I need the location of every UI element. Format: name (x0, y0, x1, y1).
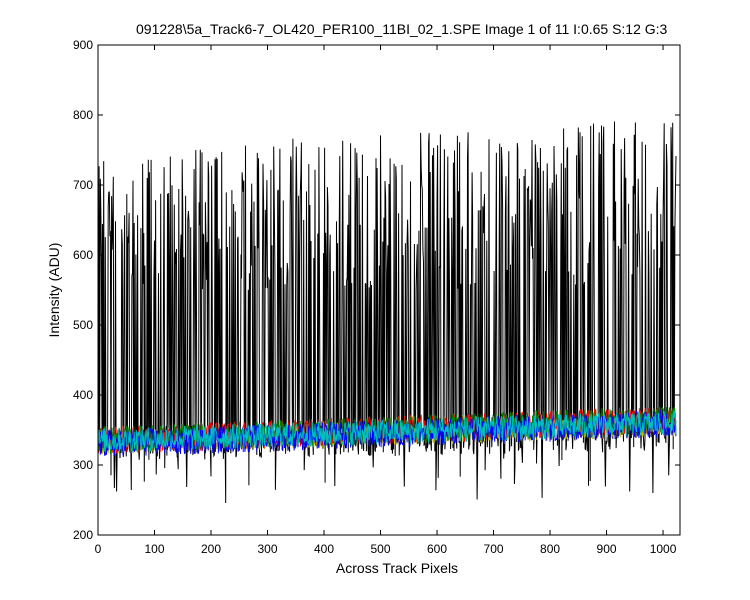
y-tick-label: 400 (73, 388, 93, 402)
y-axis-label: Intensity (ADU) (46, 243, 62, 338)
plot-frame (97, 44, 681, 536)
x-tick-label: 900 (597, 542, 617, 556)
x-axis-label: Across Track Pixels (336, 560, 458, 576)
x-tick-label: 800 (540, 542, 560, 556)
x-tick-label: 700 (484, 542, 504, 556)
x-tick-label: 400 (314, 542, 334, 556)
series-layer (97, 121, 677, 504)
y-tick-label: 300 (73, 458, 93, 472)
y-tick-label: 600 (73, 248, 93, 262)
y-tick-label: 900 (73, 38, 93, 52)
x-tick-label: 0 (95, 542, 102, 556)
x-tick-label: 1000 (650, 542, 677, 556)
chart-title: 091228\5a_Track6-7_OL420_PER100_11BI_02_… (136, 21, 668, 37)
x-tick-label: 300 (257, 542, 277, 556)
y-tick-label: 800 (73, 108, 93, 122)
series-line-4 (97, 410, 677, 453)
x-tick-label: 100 (144, 542, 164, 556)
x-tick-label: 600 (427, 542, 447, 556)
series-line-0 (97, 121, 677, 504)
y-tick-label: 200 (73, 528, 93, 542)
x-tick-label: 500 (371, 542, 391, 556)
x-tick-label: 200 (201, 542, 221, 556)
y-tick-label: 500 (73, 318, 93, 332)
y-axis: 200 300 400 500 600 700 800 900 (73, 38, 680, 542)
y-tick-label: 700 (73, 178, 93, 192)
series-line-3 (97, 409, 677, 458)
x-axis: 0 100 200 300 400 500 600 700 800 900 1000 (95, 45, 677, 556)
